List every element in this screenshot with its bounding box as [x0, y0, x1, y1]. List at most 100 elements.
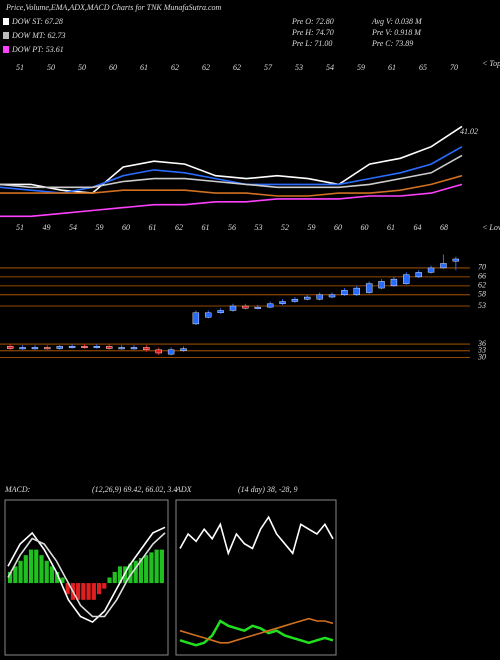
histogram-bar	[107, 577, 112, 584]
histogram-bar	[86, 583, 91, 600]
histogram-bar	[138, 557, 144, 584]
candle-body	[291, 299, 299, 302]
candle-body	[390, 278, 398, 287]
histogram-bar	[23, 555, 28, 584]
macd-title: MACD:	[4, 485, 31, 494]
candle-body	[452, 258, 460, 262]
histogram-bar	[112, 571, 117, 584]
histogram-bar	[81, 583, 86, 600]
candle-body	[180, 348, 187, 351]
candle-body	[229, 305, 237, 311]
top-label: 61	[388, 63, 396, 72]
low-label: 61	[149, 223, 157, 232]
y-tick-label: 62	[478, 281, 486, 290]
histogram-bar	[102, 583, 107, 589]
candle-body	[353, 287, 360, 295]
series-line	[0, 183, 463, 218]
top-label: 62	[171, 63, 179, 72]
low-label: 60	[334, 223, 342, 232]
candle-body	[118, 347, 125, 350]
histogram-bar	[39, 555, 44, 584]
histogram-bar	[18, 560, 23, 584]
low-label: 51	[16, 223, 24, 232]
histogram-bar	[34, 549, 39, 584]
candle-body	[19, 347, 26, 350]
low-label: 56	[228, 223, 236, 232]
candle-body	[130, 347, 138, 350]
candle-body	[217, 310, 224, 313]
adx-frame	[175, 499, 337, 656]
histogram-bar	[55, 571, 60, 584]
y-tick-label: 58	[478, 290, 486, 299]
top-label: 65	[419, 63, 427, 72]
candle-body	[6, 346, 14, 349]
info-label: Avg V: 0.038 M	[371, 17, 423, 26]
series-line	[0, 125, 463, 194]
y-tick-label: 30	[477, 352, 486, 361]
candle-body	[68, 346, 76, 349]
candle-body	[365, 283, 373, 293]
info-label: Pre C: 73.89	[371, 39, 413, 48]
top-label: 70	[450, 63, 458, 72]
histogram-bar	[144, 555, 149, 584]
candle-body	[279, 301, 286, 304]
candle-body	[415, 272, 422, 278]
histogram-bar	[13, 566, 18, 584]
candle-body	[403, 274, 410, 284]
candle-body	[56, 346, 63, 349]
histogram-bar	[49, 566, 55, 584]
top-marker: < Top	[482, 59, 500, 68]
histogram-bar	[91, 583, 96, 600]
candle-body	[242, 305, 249, 309]
info-label: Pre H: 74.70	[291, 28, 334, 37]
candle-body	[31, 347, 39, 350]
series-line	[0, 174, 463, 197]
histogram-bar	[28, 549, 34, 584]
info-label: Pre L: 71.00	[291, 39, 332, 48]
low-label: 59	[96, 223, 104, 232]
adx-subtitle: (14 day) 38, -28, 9	[238, 485, 298, 494]
histogram-bar	[123, 566, 128, 584]
series-line	[7, 526, 166, 624]
histogram-bar	[76, 583, 81, 600]
histogram-bar	[154, 549, 159, 584]
candle-body	[106, 346, 113, 349]
series-line	[179, 619, 334, 647]
low-label: 53	[255, 223, 263, 232]
low-label: 54	[69, 223, 77, 232]
low-label: 64	[414, 223, 422, 232]
candle-body	[93, 346, 101, 349]
low-label: 68	[440, 223, 448, 232]
candle-body	[378, 281, 385, 289]
legend-swatch	[3, 32, 9, 39]
top-label: 61	[140, 63, 148, 72]
top-label: 57	[264, 63, 273, 72]
adx-title: ADX	[175, 485, 193, 494]
top-label: 50	[78, 63, 86, 72]
candle-body	[427, 267, 435, 273]
legend-label: DOW PT: 53.61	[11, 45, 64, 54]
histogram-bar	[96, 583, 102, 595]
candle-body	[205, 312, 212, 318]
candle-body	[143, 347, 150, 350]
top-label: 54	[326, 63, 334, 72]
candle-body	[254, 306, 261, 309]
histogram-bar	[117, 566, 123, 584]
top-label: 50	[47, 63, 55, 72]
macd-frame	[4, 499, 169, 656]
top-label: 60	[109, 63, 117, 72]
low-label: 61	[202, 223, 210, 232]
candle-body	[167, 349, 175, 355]
histogram-bar	[133, 560, 138, 584]
page-title: Price,Volume,EMA,ADX,MACD Charts for TNK…	[5, 3, 222, 12]
y-tick-label: 33	[477, 346, 486, 355]
low-label: 60	[122, 223, 130, 232]
histogram-bar	[60, 577, 65, 584]
y-tick-label: 70	[478, 263, 486, 272]
low-label: 49	[43, 223, 51, 232]
low-label: 52	[281, 223, 289, 232]
candle-body	[155, 349, 162, 354]
candle-body	[304, 296, 311, 300]
info-label: Pre V: 0.918 M	[371, 28, 422, 37]
low-label: 62	[175, 223, 183, 232]
